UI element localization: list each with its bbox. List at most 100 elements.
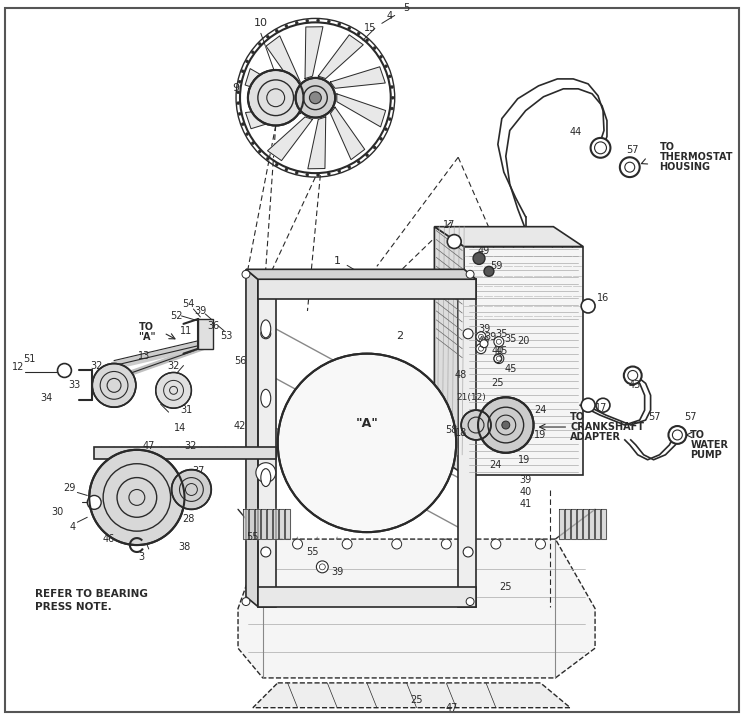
Text: 32: 32 — [90, 360, 103, 370]
Circle shape — [466, 270, 474, 278]
Ellipse shape — [261, 320, 271, 338]
Text: 18: 18 — [455, 428, 467, 438]
Polygon shape — [266, 36, 300, 88]
Polygon shape — [305, 27, 323, 78]
Text: 35: 35 — [496, 329, 508, 339]
Text: 9: 9 — [232, 83, 239, 93]
Text: CRANKSHAFT: CRANKSHAFT — [570, 422, 644, 432]
Circle shape — [476, 331, 486, 342]
Text: 41: 41 — [520, 500, 532, 509]
Text: 32: 32 — [184, 441, 196, 451]
Text: 1: 1 — [334, 257, 340, 267]
Circle shape — [296, 171, 298, 174]
Text: 3: 3 — [139, 552, 145, 562]
Circle shape — [285, 24, 288, 27]
Circle shape — [388, 75, 392, 78]
Text: 17: 17 — [443, 220, 455, 229]
Circle shape — [380, 55, 382, 58]
Circle shape — [461, 410, 491, 440]
Text: 53: 53 — [220, 331, 232, 341]
Polygon shape — [246, 270, 476, 279]
Polygon shape — [255, 509, 260, 539]
Circle shape — [296, 78, 335, 118]
Text: 30: 30 — [52, 508, 64, 517]
Circle shape — [242, 597, 250, 605]
Circle shape — [342, 539, 352, 549]
Circle shape — [385, 65, 388, 68]
Polygon shape — [601, 509, 606, 539]
Circle shape — [327, 20, 330, 23]
Text: 52: 52 — [170, 311, 183, 321]
Circle shape — [338, 170, 340, 173]
Circle shape — [256, 463, 276, 482]
Circle shape — [473, 252, 485, 265]
Text: 38: 38 — [178, 542, 190, 552]
Circle shape — [251, 51, 254, 54]
Circle shape — [266, 157, 269, 160]
Text: ereplacementparts.com: ereplacementparts.com — [305, 395, 439, 406]
Circle shape — [388, 118, 392, 121]
Circle shape — [237, 101, 240, 105]
Text: 14: 14 — [175, 423, 187, 433]
Polygon shape — [337, 94, 386, 127]
Circle shape — [310, 92, 321, 104]
Text: 45: 45 — [496, 346, 508, 356]
Circle shape — [327, 173, 330, 175]
Text: 32: 32 — [167, 360, 180, 370]
Circle shape — [620, 157, 640, 177]
Text: 39: 39 — [331, 567, 344, 577]
Text: 31: 31 — [180, 406, 193, 415]
Circle shape — [242, 270, 250, 278]
Polygon shape — [285, 509, 290, 539]
Text: 47: 47 — [142, 441, 155, 451]
Polygon shape — [584, 509, 588, 539]
Polygon shape — [560, 509, 564, 539]
Text: 10: 10 — [254, 19, 268, 28]
Text: THERMOSTAT: THERMOSTAT — [659, 152, 733, 162]
Circle shape — [392, 539, 402, 549]
Text: "A": "A" — [138, 331, 155, 342]
Circle shape — [338, 23, 340, 26]
Text: 54: 54 — [182, 299, 194, 309]
Polygon shape — [249, 509, 254, 539]
Circle shape — [348, 27, 351, 29]
Circle shape — [245, 60, 248, 63]
Circle shape — [380, 137, 382, 140]
Circle shape — [581, 299, 595, 313]
Text: 59: 59 — [490, 261, 502, 271]
Circle shape — [374, 47, 376, 50]
Polygon shape — [267, 509, 272, 539]
Circle shape — [156, 372, 191, 408]
Text: ADAPTER: ADAPTER — [570, 432, 621, 442]
Polygon shape — [434, 226, 584, 247]
Circle shape — [484, 266, 494, 276]
Text: HOUSING: HOUSING — [659, 162, 710, 172]
Circle shape — [581, 398, 595, 412]
Circle shape — [278, 354, 456, 532]
Circle shape — [172, 470, 211, 509]
Text: 24: 24 — [534, 406, 547, 415]
Circle shape — [292, 539, 302, 549]
Text: 33: 33 — [68, 380, 80, 390]
Circle shape — [87, 495, 101, 509]
Polygon shape — [243, 509, 248, 539]
Text: 34: 34 — [40, 393, 53, 403]
Text: 39: 39 — [520, 475, 532, 485]
Text: 12: 12 — [12, 362, 24, 372]
Text: 25: 25 — [491, 378, 504, 388]
Circle shape — [92, 364, 136, 407]
Circle shape — [296, 21, 298, 24]
Text: 28: 28 — [182, 514, 194, 524]
Circle shape — [391, 86, 394, 88]
Text: 25: 25 — [500, 582, 512, 592]
Ellipse shape — [261, 469, 271, 487]
Text: 49: 49 — [478, 247, 490, 257]
Circle shape — [306, 173, 309, 176]
Circle shape — [357, 160, 360, 163]
Text: 56: 56 — [234, 356, 246, 365]
Circle shape — [668, 426, 686, 444]
Text: 15: 15 — [364, 23, 376, 33]
Text: 45: 45 — [505, 364, 517, 373]
Circle shape — [316, 19, 320, 22]
Circle shape — [536, 539, 545, 549]
